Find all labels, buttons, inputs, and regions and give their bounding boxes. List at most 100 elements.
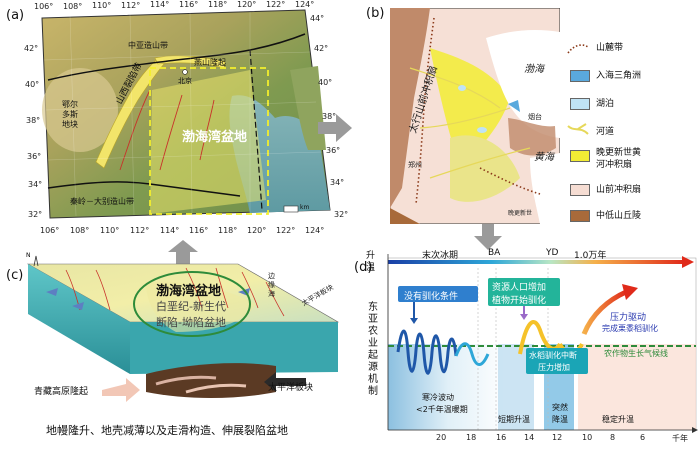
legend-item-river <box>566 122 590 142</box>
lat-tick-right: 36° <box>326 146 341 155</box>
red-fault-1 <box>119 89 151 171</box>
lon-tick-top: 106° <box>34 2 54 11</box>
river-2 <box>419 107 511 129</box>
label-crop-line: 农作物生长气候线 <box>604 349 668 358</box>
arrow-c-to-a-icon <box>168 240 198 264</box>
legend-item-foothill <box>566 40 590 59</box>
study-area-box <box>149 67 269 215</box>
legend-dotted-line-icon <box>567 44 589 54</box>
yellow-fan-1 <box>430 48 510 168</box>
label-sudden1: 突然 <box>552 403 568 412</box>
event-ba: BA <box>488 248 501 258</box>
x-tick: 10 <box>582 433 593 442</box>
legend-label: 入海三角洲 <box>596 71 642 81</box>
legend: 山麓带 入海三角洲 湖泊 河道 晚更新世黄 河冲积扇 山前冲积扇 中低山丘陵 <box>566 26 696 226</box>
lon-tick-top: 110° <box>92 1 112 10</box>
x-tick: 8 <box>610 433 616 442</box>
lon-tick-top: 120° <box>237 0 257 9</box>
lon-tick-bottom: 114° <box>160 226 180 235</box>
legend-label: 中低山丘陵 <box>596 211 642 221</box>
label-yantai: 烟台 <box>528 113 542 121</box>
lat-tick-left: 42° <box>24 44 39 53</box>
box-label: 没有驯化条件 <box>404 292 459 302</box>
panel-c-caption: 地幔隆升、地壳减薄以及走滑构造、伸展裂陷盆地 <box>46 424 288 437</box>
lat-tick-left: 36° <box>27 152 42 161</box>
yellow-fan-2 <box>450 135 520 202</box>
graticule <box>43 12 323 217</box>
label-sudden2: 降温 <box>552 415 568 424</box>
panel-b: (b) 太行山前冲积扇 渤海 黄海 烟台 郑州 晚更新世 山麓带 <box>358 0 700 240</box>
panel-b-label: (b) <box>366 6 385 21</box>
box-label: 压力增加 <box>538 363 570 372</box>
y-axis-top-label2: 温 <box>366 263 376 273</box>
legend-label: 湖泊 <box>596 99 615 109</box>
panel-d: (d) 升 温 东 亚 农 业 起 源 机 制 末次冰期 BA YD 1.0万年… <box>348 244 700 447</box>
arrow-b-to-d-icon <box>474 224 502 250</box>
legend-label: 河冲积扇 <box>596 160 633 170</box>
y-axis-top-label: 升 <box>366 251 376 261</box>
x-tick: 12 <box>552 433 563 442</box>
label-pressure: 压力驱动 <box>610 313 647 323</box>
lat-tick-right: 44° <box>310 14 325 23</box>
label-wanshan: 晚更新世 <box>508 210 533 217</box>
foothill-belt-2 <box>479 167 541 195</box>
box-label: 资源人口增加 <box>492 283 547 293</box>
lon-tick-top: 118° <box>208 0 228 9</box>
red-fault-2 <box>159 94 183 171</box>
panel-c: (c) N 渤海湾盆地 白垩纪-新生代 断陷-坳陷盆地 太平洋板块 边缘海 青藏… <box>6 252 342 444</box>
lat-tick-right: 42° <box>314 44 329 53</box>
y-axis-char: 源 <box>368 362 378 373</box>
band-stable-warm <box>578 344 696 430</box>
label-zhongya: 中亚造山带 <box>128 41 168 50</box>
y-axis-char: 农 <box>368 326 378 337</box>
temperature-arrowhead-icon <box>682 256 694 268</box>
label-basin-title: 渤海湾盆地 <box>156 284 222 299</box>
label-qinling: 秦岭－大别造山带 <box>70 197 134 206</box>
box-rice-interruption <box>526 348 588 374</box>
river-1 <box>409 67 501 109</box>
lon-tick-bottom: 106° <box>40 226 60 235</box>
label-north: N <box>26 252 31 259</box>
lon-tick-top: 112° <box>121 1 141 10</box>
red-rise-arrowhead-icon <box>622 284 638 300</box>
climate-curve-rise <box>581 289 628 335</box>
x-tick: 16 <box>496 433 507 442</box>
legend-label: 山麓带 <box>596 43 624 53</box>
legend-river-icon <box>567 123 589 135</box>
mantle-flow <box>155 375 217 386</box>
arrow-a-to-b-icon <box>318 114 352 142</box>
y-axis-title: 东 亚 农 业 起 源 机 制 <box>368 302 380 398</box>
box-no-domestication <box>398 286 478 302</box>
label-basin: 渤海湾盆地 <box>182 130 248 145</box>
y-axis-char: 起 <box>368 350 378 361</box>
y-axis-char: 亚 <box>368 314 378 325</box>
lon-tick-bottom: 124° <box>305 226 325 235</box>
basin-depression <box>146 281 256 332</box>
x-unit: 千年 <box>672 434 688 443</box>
north-arrow-icon <box>33 255 39 267</box>
label-pacific-plate: 太平洋板块 <box>268 383 314 393</box>
x-tick: 18 <box>466 433 477 442</box>
panel-c-label: (c) <box>6 268 24 283</box>
legend-swatch-delta <box>570 70 590 82</box>
panel-a-map <box>41 9 331 219</box>
box-label: 植物开始驯化 <box>492 296 547 306</box>
box-label: 水稻驯化中断 <box>529 351 577 360</box>
lat-tick-left: 34° <box>28 180 43 189</box>
mantle-plume <box>146 363 276 398</box>
lat-tick-left: 40° <box>25 80 40 89</box>
basin-highlight-ellipse <box>133 271 251 337</box>
label-beijing: 北京 <box>178 77 192 85</box>
shandong-region <box>508 118 556 156</box>
label-ordos: 鄂尔多斯地块 <box>62 100 78 129</box>
lake-2 <box>477 127 487 133</box>
lon-tick-bottom: 116° <box>189 226 209 235</box>
lon-tick-top: 108° <box>63 2 83 11</box>
lat-tick-right: 34° <box>330 178 345 187</box>
lat-tick-right: 32° <box>334 210 349 219</box>
legend-swatch-piedmont <box>570 184 590 196</box>
legend-swatch-lake <box>570 98 590 110</box>
mantle-flow-2 <box>185 383 247 394</box>
panel-b-map <box>390 8 560 224</box>
panel-a-label: (a) <box>6 8 25 23</box>
